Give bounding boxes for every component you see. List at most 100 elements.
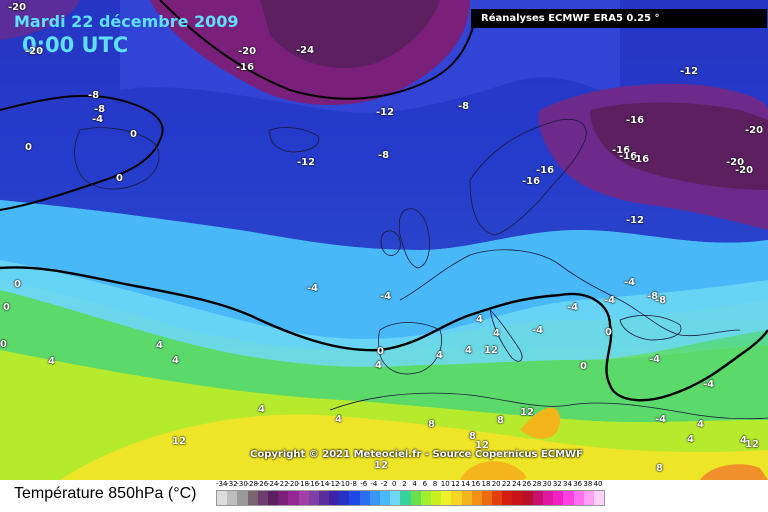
legend-tick-label: 12 <box>450 480 460 488</box>
isotherm-value-label: -16 <box>631 154 650 165</box>
black-sea-coast <box>619 315 682 341</box>
isotherm-value-label: 4 <box>375 360 382 371</box>
legend-tick-label: 36 <box>573 480 583 488</box>
legend-color-swatch <box>563 491 574 505</box>
legend-tick-label: -14 <box>317 480 330 488</box>
legend-tick-label: -2 <box>380 480 388 488</box>
legend-tick-label: 8 <box>432 480 438 488</box>
isotherm-value-label: -4 <box>567 302 579 313</box>
legend-tick-label: -18 <box>297 480 309 488</box>
legend-color-swatch <box>318 491 330 505</box>
legend-tick-label: -12 <box>328 480 340 488</box>
legend-color-swatch <box>553 491 564 505</box>
legend-tick-label: 4 <box>412 480 417 488</box>
legend-tick-label: 14 <box>461 480 471 488</box>
copyright-notice: Copyright © 2021 Meteociel.fr - Source C… <box>250 449 583 460</box>
isotherm-value-label: -12 <box>626 215 645 226</box>
map-time: 0:00 UTC <box>22 33 129 57</box>
legend-tick-label: -34 <box>216 480 228 488</box>
legend-color-swatch <box>359 491 370 505</box>
legend-color-swatch <box>369 491 380 505</box>
map-date: Mardi 22 décembre 2009 <box>14 12 239 31</box>
legend-tick-label: 30 <box>542 480 552 488</box>
legend-color-swatch <box>461 491 472 505</box>
isotherm-value-label: 4 <box>258 404 265 415</box>
isotherm-value-label: -4 <box>92 114 104 125</box>
legend-tick-label: -6 <box>360 480 368 488</box>
isotherm-value-label: 0 <box>3 302 10 313</box>
isotherm-value-label: -24 <box>296 45 315 56</box>
legend-tick-label: 22 <box>501 480 511 488</box>
legend-color-swatch <box>308 491 319 505</box>
isotherm-value-label: 0 <box>116 173 123 184</box>
legend-tick-label: 18 <box>481 480 491 488</box>
isotherm-value-label: -8 <box>94 104 106 115</box>
isotherm-value-label: -20 <box>8 2 27 13</box>
isotherm-value-label: 4 <box>156 340 163 351</box>
isotherm-value-label: -12 <box>297 157 316 168</box>
isotherm-value-label: -12 <box>680 66 699 77</box>
legend-color-swatch <box>451 491 462 505</box>
legend-color-swatch <box>441 491 452 505</box>
legend-color-swatch <box>532 491 543 505</box>
isotherm-value-label: -4 <box>532 325 544 336</box>
isotherm-value-label: 4 <box>465 345 472 356</box>
legend-tick-label: 16 <box>471 480 481 488</box>
greenland-coast <box>74 127 160 190</box>
isotherm-value-label: -16 <box>522 176 541 187</box>
legend-tick-label: -28 <box>246 480 258 488</box>
isotherm-value-label: 0 <box>14 279 21 290</box>
isotherm-value-label: -8 <box>647 291 659 302</box>
source-label: Réanalyses ECMWF ERA5 0.25 ° <box>471 9 767 28</box>
legend-color-swatch <box>288 491 299 505</box>
legend-color-swatch <box>278 491 289 505</box>
legend-color-swatch <box>481 491 493 505</box>
isotherm-value-label: 4 <box>172 355 179 366</box>
africa-coast <box>329 392 768 420</box>
legend-color-swatch <box>267 491 279 505</box>
legend-color-swatch <box>492 491 503 505</box>
isotherm-value-label: -16 <box>626 115 645 126</box>
cold-core-nw-corner <box>0 0 80 40</box>
isotherm-value-label: 4 <box>48 356 55 367</box>
isotherm-value-label: 8 <box>469 431 476 442</box>
isotherm-value-label: 4 <box>740 435 747 446</box>
legend-title: Température 850hPa (°C) <box>14 485 197 502</box>
legend-color-swatch <box>329 491 340 505</box>
isotherm-value-label: 4 <box>436 350 443 361</box>
legend-color-swatch <box>339 491 350 505</box>
temperature-map <box>0 0 768 480</box>
warm-spot-libya <box>520 407 560 439</box>
isotherm-value-label: 0 <box>377 346 384 357</box>
isotherm-value-label: 0 <box>580 361 587 372</box>
isotherm-value-label: 0 <box>25 142 32 153</box>
legend-tick-label: 10 <box>440 480 450 488</box>
isotherm-value-label: -8 <box>378 150 390 161</box>
legend-color-swatch <box>380 491 391 505</box>
legend-tick-label: 0 <box>392 480 397 488</box>
isotherm-value-label: 0 <box>130 129 137 140</box>
isotherm-value-label: 4 <box>687 434 694 445</box>
legend-tick-label: -32 <box>226 480 238 488</box>
ireland-coast <box>380 230 401 256</box>
coastlines <box>74 118 768 420</box>
legend-tick-label: -26 <box>256 480 269 488</box>
isotherm-value-label: -8 <box>458 101 470 112</box>
legend-color-swatch <box>349 491 360 505</box>
isotherm-value-label: 8 <box>428 419 435 430</box>
legend-color-swatch <box>420 491 431 505</box>
cyan-band <box>0 260 768 367</box>
legend-tick-label: -20 <box>287 480 299 488</box>
isotherm-value-label: 0 <box>0 339 7 350</box>
legend-tick-label: 20 <box>491 480 501 488</box>
isotherm-value-label: 4 <box>493 328 500 339</box>
isotherm-value-label: 12 <box>745 439 759 450</box>
isotherm-value-label: -20 <box>745 125 764 136</box>
legend-color-swatch <box>583 491 594 505</box>
isotherm-value-label: -20 <box>735 165 754 176</box>
warm-spot-egypt <box>700 464 768 480</box>
british-isles-coast <box>398 208 430 269</box>
isotherm-value-label: -16 <box>612 145 631 156</box>
isotherm-value-label: -4 <box>604 295 616 306</box>
isotherm-value-label: -12 <box>376 107 395 118</box>
